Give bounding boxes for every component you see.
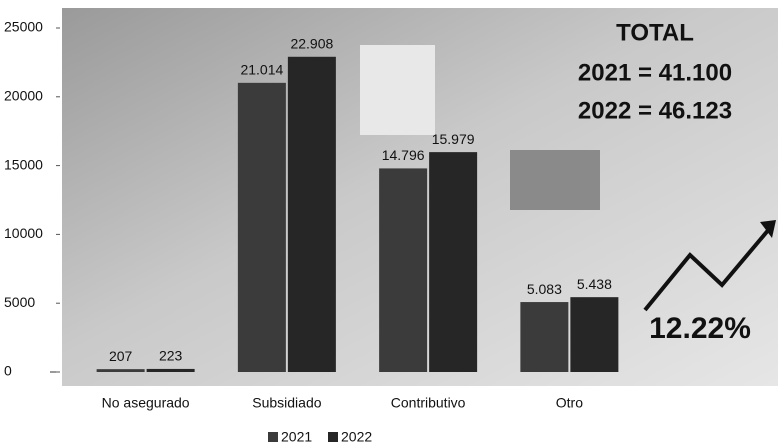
y-tick-label: 15000: [4, 156, 43, 172]
bar: [97, 369, 145, 372]
value-label: 223: [159, 348, 183, 364]
legend-label: 2022: [341, 429, 372, 445]
annotation-2022: 2022 = 46.123: [578, 97, 732, 124]
value-label: 14.796: [382, 147, 425, 163]
bar: [238, 83, 286, 372]
x-tick-label: Contributivo: [391, 395, 466, 411]
value-label: 21.014: [240, 62, 283, 78]
window: [360, 45, 435, 135]
x-tick-label: Otro: [556, 395, 583, 411]
value-label: 5.438: [577, 276, 612, 292]
legend-label: 2021: [281, 429, 312, 445]
annotation-total: TOTAL: [616, 19, 694, 46]
monitor: [510, 150, 600, 210]
value-label: 207: [109, 348, 133, 364]
value-label: 15.979: [432, 131, 475, 147]
annotation-2021: 2021 = 41.100: [578, 59, 732, 86]
y-tick-label: 10000: [4, 225, 43, 241]
bar: [429, 152, 477, 372]
value-label: 22.908: [290, 35, 333, 51]
bar: [570, 297, 618, 372]
y-tick-label: 0: [4, 363, 12, 379]
x-tick-label: No asegurado: [102, 395, 190, 411]
chart: TOTAL 2021 = 41.100 2022 = 46.123 12.22%…: [0, 0, 778, 446]
legend-swatch: [268, 432, 278, 442]
legend-swatch: [328, 432, 338, 442]
x-tick-label: Subsidiado: [252, 395, 321, 411]
y-tick-label: 20000: [4, 88, 43, 104]
bar: [147, 369, 195, 372]
bar: [520, 302, 568, 372]
y-tick-label: 25000: [4, 19, 43, 35]
y-tick-label: 5000: [4, 294, 35, 310]
bar: [379, 168, 427, 372]
annotation-growth: 12.22%: [649, 312, 751, 345]
bar: [288, 57, 336, 372]
value-label: 5.083: [527, 281, 562, 297]
